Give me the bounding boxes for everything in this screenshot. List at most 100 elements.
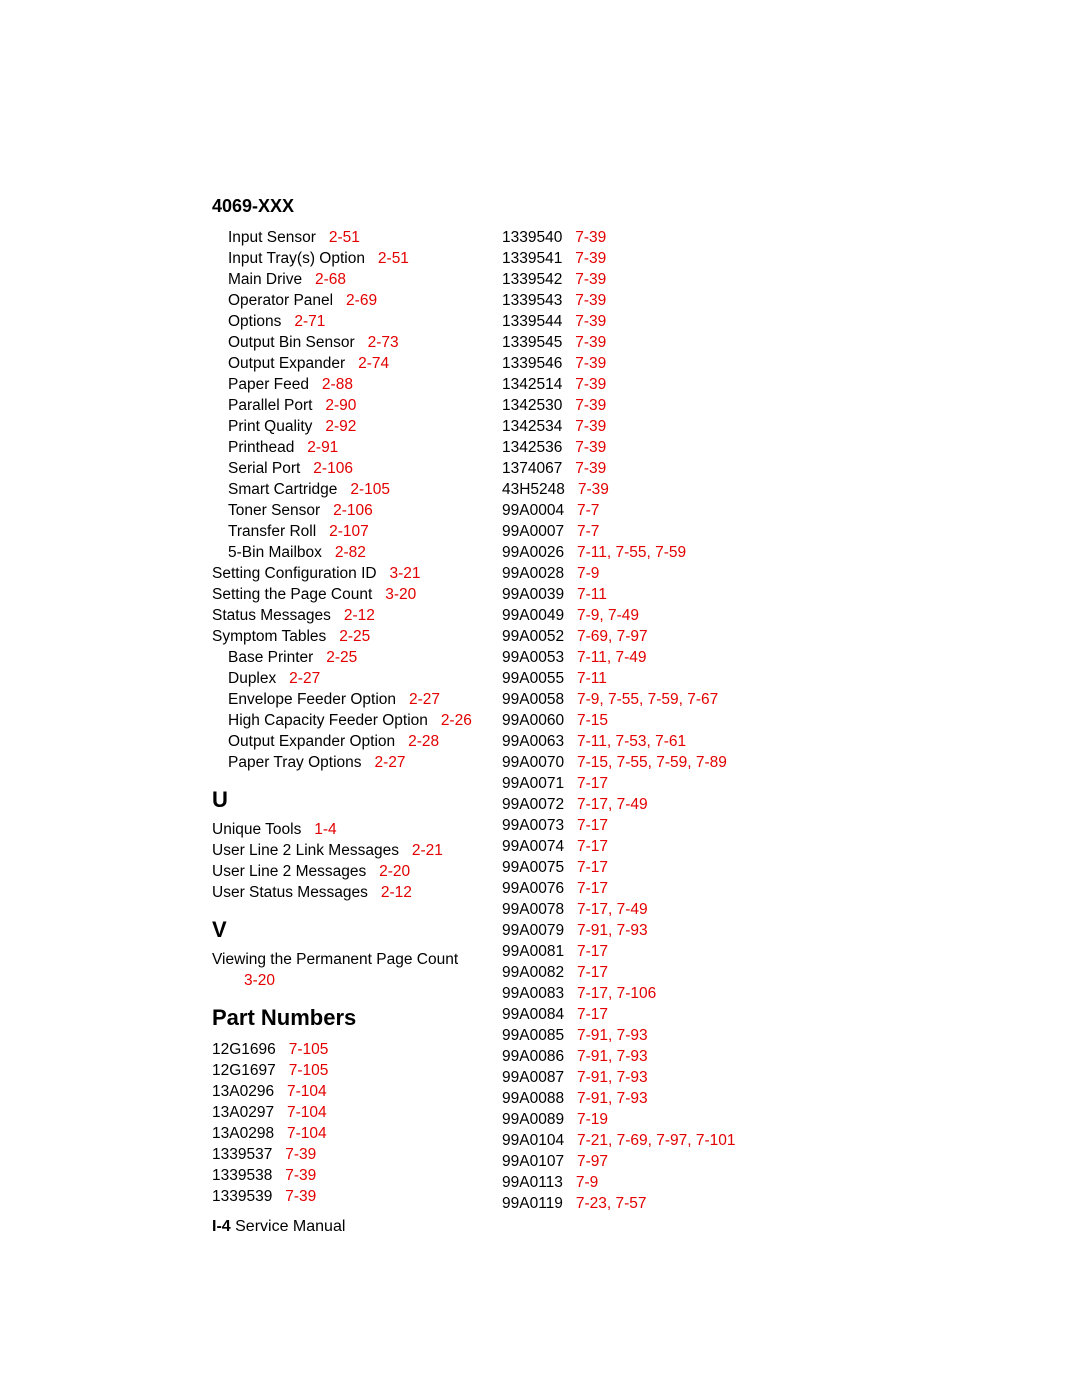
index-page-ref[interactable]: 2-28 (408, 733, 439, 750)
part-number-entry: 99A0075 7-17 (502, 857, 872, 878)
index-entry: Viewing the Permanent Page Count (212, 949, 502, 970)
index-page-ref[interactable]: 7-11, 7-55, 7-59 (577, 544, 686, 561)
index-page-ref[interactable]: 7-19 (577, 1111, 608, 1128)
index-page-ref[interactable]: 2-88 (322, 376, 353, 393)
index-page-ref[interactable]: 2-51 (378, 250, 409, 267)
part-number: 1339542 (502, 271, 562, 288)
index-page-ref[interactable]: 2-20 (379, 863, 410, 880)
index-page-ref[interactable]: 7-9, 7-55, 7-59, 7-67 (577, 691, 718, 708)
index-section-title: Part Numbers (212, 1005, 502, 1031)
index-page-ref[interactable]: 7-39 (575, 376, 606, 393)
part-number-entry: 99A0071 7-17 (502, 773, 872, 794)
index-page-ref[interactable]: 2-26 (441, 712, 472, 729)
index-page-ref[interactable]: 2-12 (381, 884, 412, 901)
index-page-ref[interactable]: 3-21 (390, 565, 421, 582)
index-page-ref[interactable]: 2-27 (289, 670, 320, 687)
index-page-ref[interactable]: 2-69 (346, 292, 377, 309)
index-page-ref[interactable]: 7-15 (577, 712, 608, 729)
index-page-ref[interactable]: 2-27 (374, 754, 405, 771)
index-page-ref[interactable]: 7-17, 7-49 (577, 901, 648, 918)
index-page-ref[interactable]: 7-11 (577, 670, 607, 687)
index-page-ref[interactable]: 7-17 (577, 880, 608, 897)
index-page-ref[interactable]: 7-39 (575, 355, 606, 372)
index-page-ref[interactable]: 7-17 (577, 817, 608, 834)
index-page-ref[interactable]: 7-39 (575, 418, 606, 435)
index-page-ref[interactable]: 2-91 (307, 439, 338, 456)
index-page-ref[interactable]: 7-39 (285, 1146, 316, 1163)
index-page-ref[interactable]: 7-9, 7-49 (577, 607, 639, 624)
index-page-ref[interactable]: 7-91, 7-93 (577, 1048, 648, 1065)
index-page-ref[interactable]: 7-39 (575, 397, 606, 414)
index-page-ref[interactable]: 7-91, 7-93 (577, 922, 648, 939)
index-page-ref[interactable]: 7-11, 7-49 (577, 649, 647, 666)
index-page-ref[interactable]: 7-39 (575, 229, 606, 246)
index-entry-label: 13A0296 (212, 1083, 274, 1100)
index-page-ref[interactable]: 7-11 (577, 586, 607, 603)
index-page-ref[interactable]: 7-7 (577, 523, 599, 540)
index-page-ref[interactable]: 2-12 (344, 607, 375, 624)
part-number: 99A0063 (502, 733, 564, 750)
index-page-ref[interactable]: 7-11, 7-53, 7-61 (577, 733, 686, 750)
index-page-ref[interactable]: 7-104 (287, 1083, 327, 1100)
index-page-ref[interactable]: 7-17 (577, 964, 608, 981)
index-page-ref[interactable]: 2-73 (368, 334, 399, 351)
index-page-ref[interactable]: 7-9 (576, 1174, 598, 1191)
index-page-ref[interactable]: 3-20 (385, 586, 416, 603)
index-page-ref[interactable]: 2-27 (409, 691, 440, 708)
index-page-ref[interactable]: 2-107 (329, 523, 369, 540)
part-number-entry: 99A0028 7-9 (502, 563, 872, 584)
index-page-ref[interactable]: 7-69, 7-97 (577, 628, 648, 645)
index-page-ref[interactable]: 7-39 (575, 334, 606, 351)
index-page-ref[interactable]: 7-39 (575, 271, 606, 288)
index-page-ref[interactable]: 7-104 (287, 1125, 327, 1142)
index-page-ref[interactable]: 3-20 (244, 972, 275, 989)
index-page-ref[interactable]: 2-106 (313, 460, 353, 477)
index-page-ref[interactable]: 7-23, 7-57 (576, 1195, 647, 1212)
index-page-ref[interactable]: 7-39 (575, 250, 606, 267)
part-number-entry: 1339545 7-39 (502, 332, 872, 353)
index-page-ref[interactable]: 2-21 (412, 842, 443, 859)
index-page-ref[interactable]: 7-91, 7-93 (577, 1027, 648, 1044)
index-page-ref[interactable]: 7-39 (578, 481, 609, 498)
index-page-ref[interactable]: 7-9 (577, 565, 599, 582)
index-page-ref[interactable]: 7-105 (289, 1041, 329, 1058)
index-page-ref[interactable]: 7-91, 7-93 (577, 1069, 648, 1086)
index-page-ref[interactable]: 7-39 (575, 460, 606, 477)
index-page-ref[interactable]: 7-39 (285, 1167, 316, 1184)
index-page-ref[interactable]: 7-7 (577, 502, 599, 519)
index-page-ref[interactable]: 2-71 (294, 313, 325, 330)
index-page-ref[interactable]: 7-17, 7-106 (577, 985, 656, 1002)
index-entry: Serial Port 2-106 (212, 458, 502, 479)
index-page-ref[interactable]: 7-39 (285, 1188, 316, 1205)
part-number: 99A0028 (502, 565, 564, 582)
index-page-ref[interactable]: 7-39 (575, 292, 606, 309)
index-page-ref[interactable]: 7-17 (577, 943, 608, 960)
index-page-ref[interactable]: 7-17, 7-49 (577, 796, 648, 813)
index-page-ref[interactable]: 2-25 (339, 628, 370, 645)
index-page-ref[interactable]: 7-97 (577, 1153, 608, 1170)
index-page-ref[interactable]: 7-17 (577, 775, 608, 792)
index-page-ref[interactable]: 2-25 (326, 649, 357, 666)
index-page-ref[interactable]: 2-90 (325, 397, 356, 414)
index-page-ref[interactable]: 2-92 (325, 418, 356, 435)
index-page-ref[interactable]: 2-68 (315, 271, 346, 288)
index-page-ref[interactable]: 7-39 (575, 313, 606, 330)
index-entry-label: 1339537 (212, 1146, 272, 1163)
index-page-ref[interactable]: 2-74 (358, 355, 389, 372)
index-page-ref[interactable]: 7-91, 7-93 (577, 1090, 648, 1107)
part-number: 1342514 (502, 376, 562, 393)
index-page-ref[interactable]: 7-17 (577, 838, 608, 855)
index-page-ref[interactable]: 2-105 (350, 481, 390, 498)
index-page-ref[interactable]: 7-105 (289, 1062, 329, 1079)
index-entry-label: User Status Messages (212, 884, 368, 901)
index-page-ref[interactable]: 2-106 (333, 502, 373, 519)
index-page-ref[interactable]: 7-15, 7-55, 7-59, 7-89 (577, 754, 727, 771)
index-page-ref[interactable]: 2-82 (335, 544, 366, 561)
index-page-ref[interactable]: 7-17 (577, 1006, 608, 1023)
index-page-ref[interactable]: 7-39 (575, 439, 606, 456)
index-page-ref[interactable]: 1-4 (314, 821, 336, 838)
index-page-ref[interactable]: 7-17 (577, 859, 608, 876)
index-page-ref[interactable]: 7-104 (287, 1104, 327, 1121)
index-page-ref[interactable]: 7-21, 7-69, 7-97, 7-101 (577, 1132, 736, 1149)
index-page-ref[interactable]: 2-51 (329, 229, 360, 246)
